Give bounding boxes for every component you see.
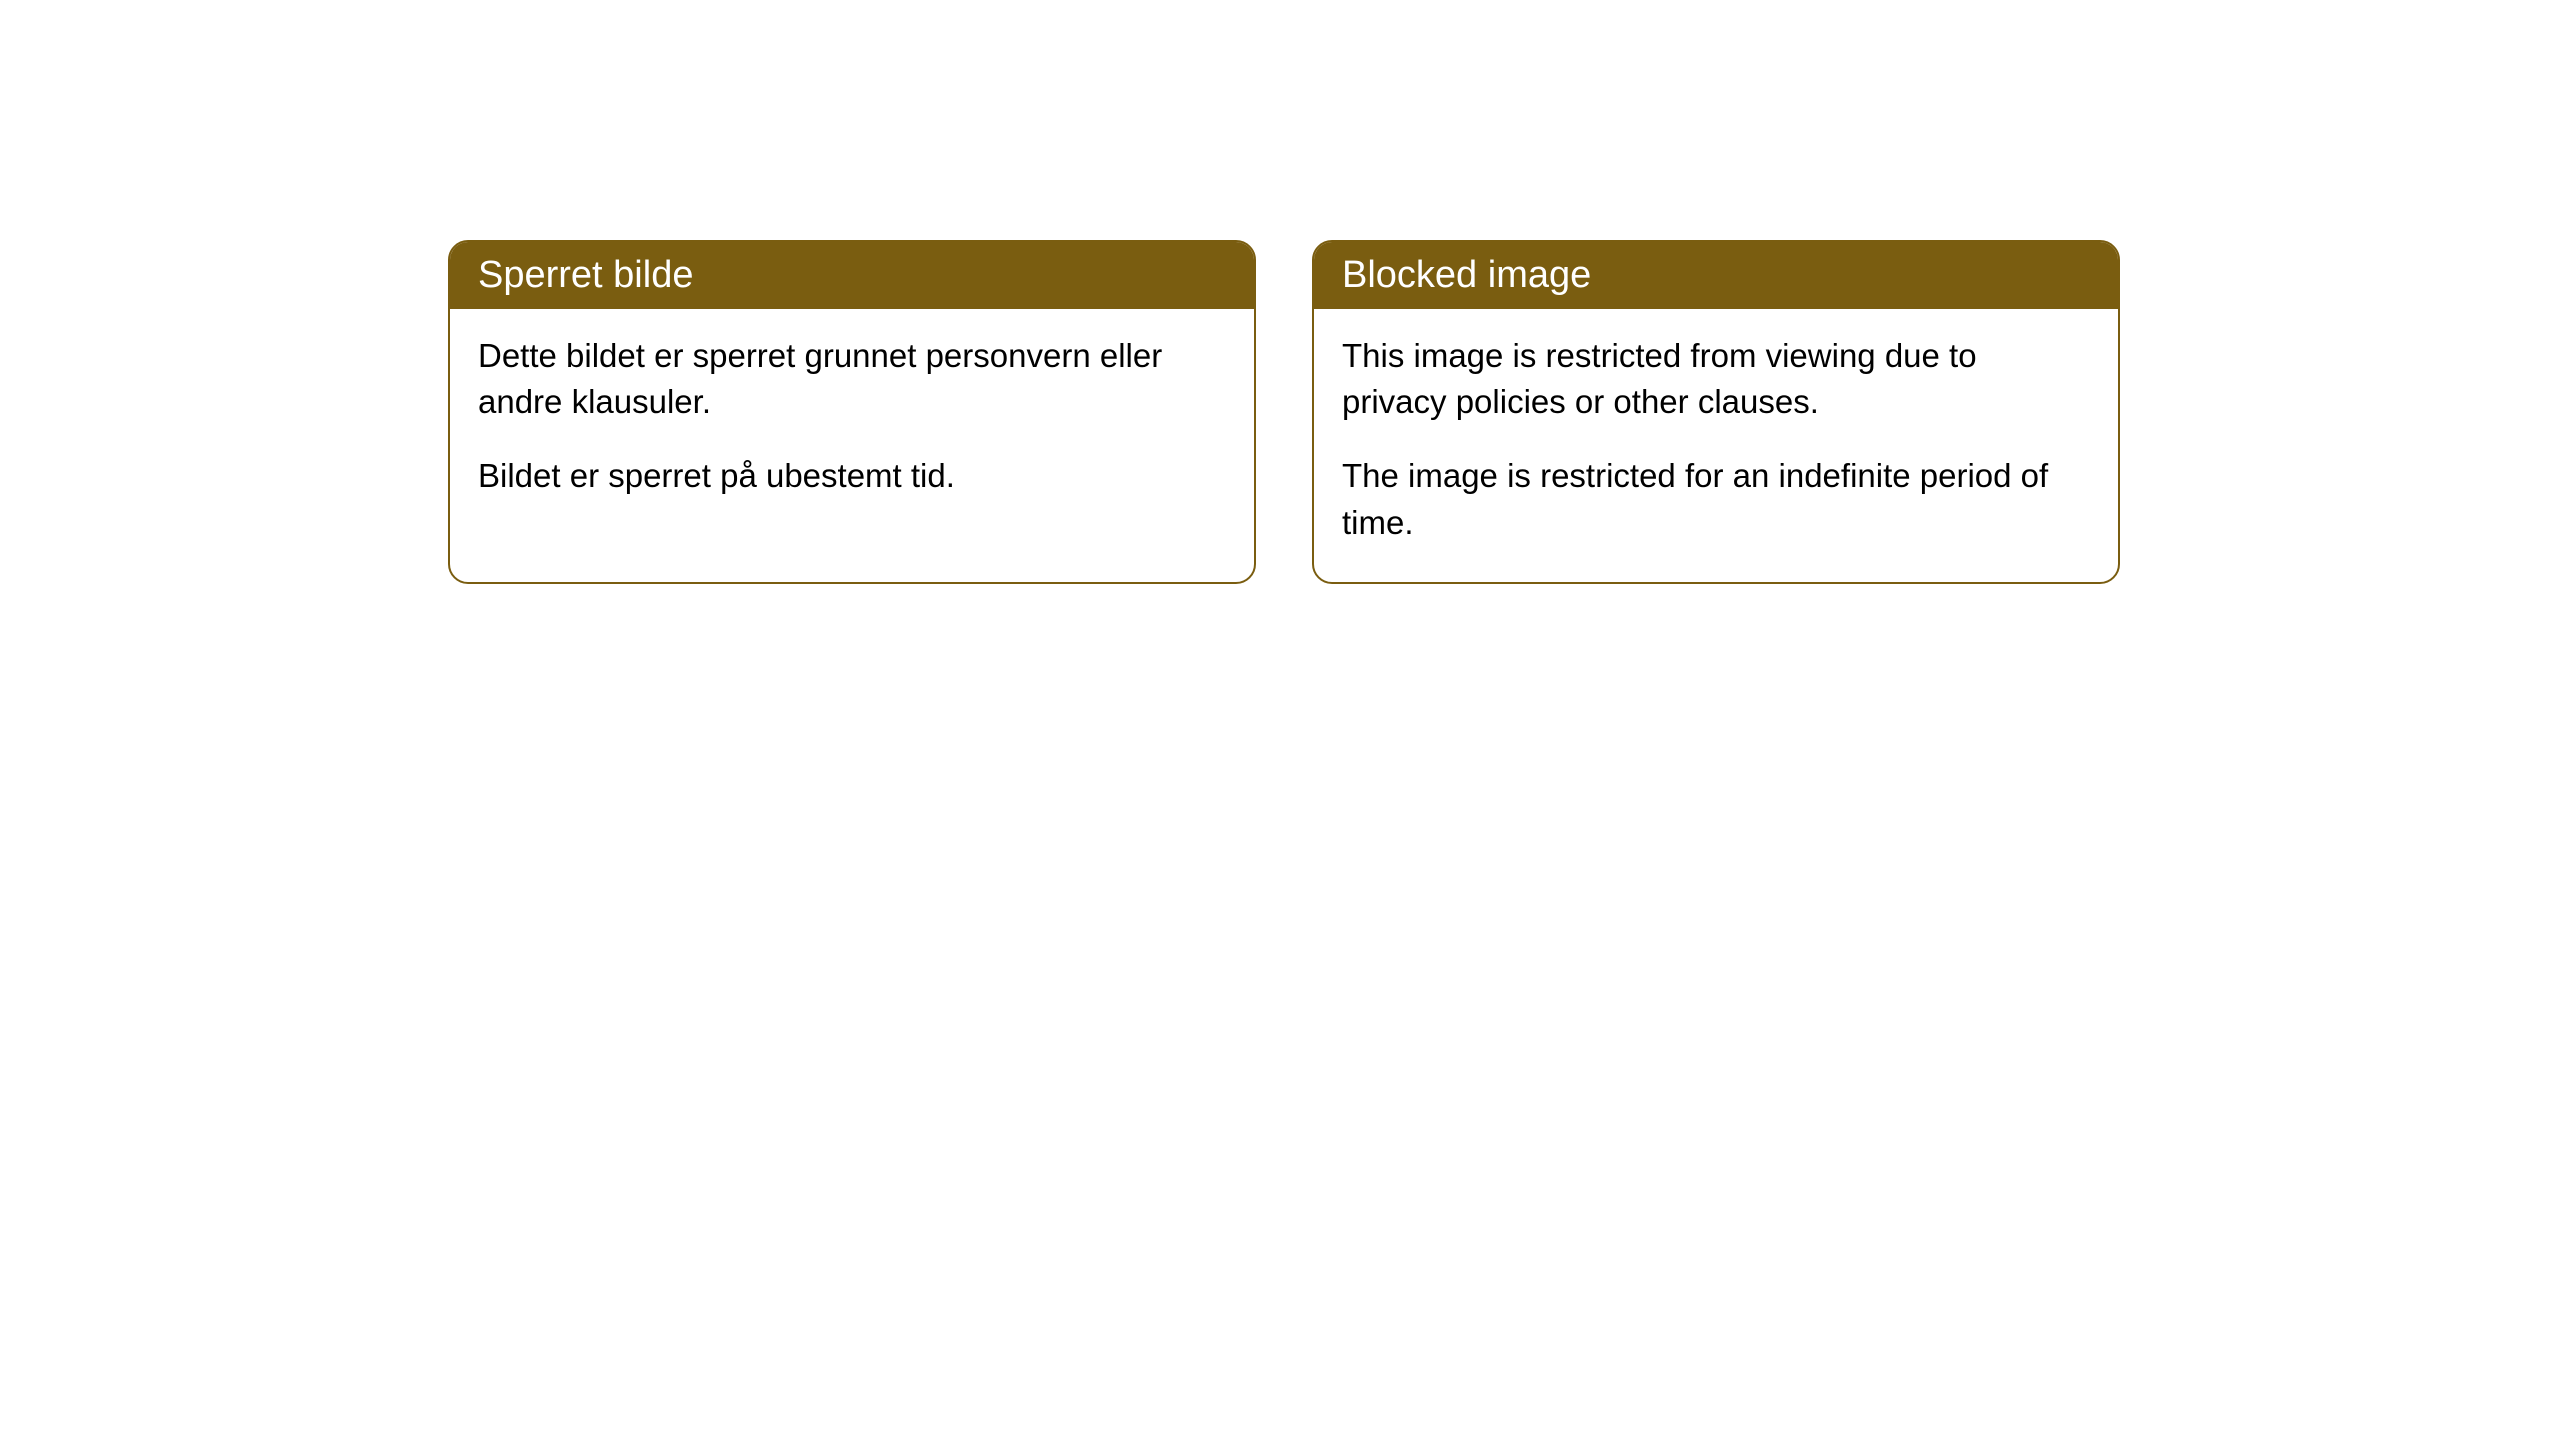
card-para2-norwegian: Bildet er sperret på ubestemt tid.: [478, 453, 1226, 499]
card-para1-english: This image is restricted from viewing du…: [1342, 333, 2090, 425]
notice-container: Sperret bilde Dette bildet er sperret gr…: [0, 0, 2560, 584]
card-title-norwegian: Sperret bilde: [478, 254, 693, 296]
card-body-norwegian: Dette bildet er sperret grunnet personve…: [450, 309, 1254, 536]
blocked-image-card-english: Blocked image This image is restricted f…: [1312, 240, 2120, 584]
card-para2-english: The image is restricted for an indefinit…: [1342, 453, 2090, 545]
card-para1-norwegian: Dette bildet er sperret grunnet personve…: [478, 333, 1226, 425]
blocked-image-card-norwegian: Sperret bilde Dette bildet er sperret gr…: [448, 240, 1256, 584]
card-title-english: Blocked image: [1342, 254, 1591, 296]
card-body-english: This image is restricted from viewing du…: [1314, 309, 2118, 582]
card-header-norwegian: Sperret bilde: [450, 242, 1254, 309]
card-header-english: Blocked image: [1314, 242, 2118, 309]
